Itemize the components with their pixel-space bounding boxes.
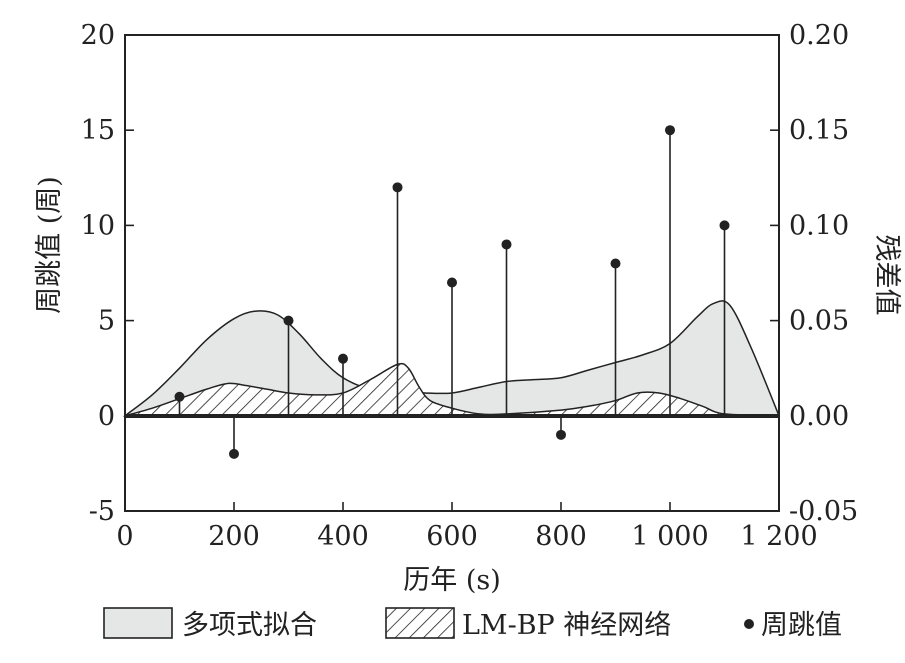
tick-layer: 0 200 400 600 800 1 000 1 200-505101520-0.050.…	[81, 20, 859, 552]
y-left-tick-label: 0	[98, 401, 115, 432]
cycle-slip-point	[174, 391, 185, 402]
legend-dot-cycle-slip	[744, 619, 754, 629]
y-left-tick-label: 5	[98, 306, 115, 337]
legend-item-cycle-slip: 周跳值	[744, 610, 842, 641]
x-tick-label: 200	[208, 521, 260, 552]
x-tick-label: 800	[535, 521, 587, 552]
cycle-slip-point	[447, 277, 457, 288]
cycle-slip-point	[338, 353, 348, 364]
y-left-tick-label: 20	[81, 20, 115, 51]
y-right-tick-label: 0.10	[789, 210, 849, 241]
x-tick-label: 1 000	[631, 521, 708, 552]
x-tick-label: 0	[116, 521, 133, 552]
cycle-slip-point	[610, 258, 621, 269]
y-right-tick-label: 0.05	[789, 306, 849, 337]
cycle-slip-point	[283, 315, 294, 326]
y-right-tick-label: 0.20	[789, 20, 849, 51]
y-right-tick-label: 0.00	[789, 401, 849, 432]
legend-label-cycle-slip: 周跳值	[761, 610, 842, 641]
legend-item-polyfit: 多项式拟合	[103, 607, 317, 641]
series-layer	[122, 125, 781, 459]
x-tick-label: 600	[426, 521, 478, 552]
x-tick-label: 400	[317, 521, 369, 552]
x-tick-label: 1 200	[740, 521, 817, 552]
x-axis-title: 历年 (s)	[403, 565, 501, 596]
legend: 多项式拟合 LM-BP 神经网络 周跳值	[103, 607, 842, 641]
plot-frame	[124, 34, 780, 512]
y-right-tick-label: -0.05	[789, 496, 858, 527]
y-right-axis-title: 残差值	[871, 235, 902, 316]
y-left-tick-label: 15	[81, 115, 115, 146]
cycle-slip-point	[392, 182, 403, 193]
cycle-slip-point	[719, 220, 730, 231]
y-left-tick-label: 10	[81, 210, 115, 241]
cycle-slip-point	[665, 125, 675, 136]
cycle-slip-point	[501, 239, 512, 250]
legend-swatch-lmbp	[385, 607, 455, 639]
cycle-slip-point	[556, 429, 566, 440]
cycle-slip-point	[229, 448, 239, 459]
y-right-tick-label: 0.15	[789, 115, 849, 146]
y-left-tick-label: -5	[89, 496, 115, 527]
legend-item-lmbp: LM-BP 神经网络	[385, 607, 671, 641]
y-left-axis-title: 周跳值 (周)	[34, 176, 65, 314]
legend-label-lmbp: LM-BP 神经网络	[462, 610, 671, 641]
legend-label-polyfit: 多项式拟合	[182, 610, 317, 641]
legend-swatch-polyfit	[103, 607, 173, 639]
